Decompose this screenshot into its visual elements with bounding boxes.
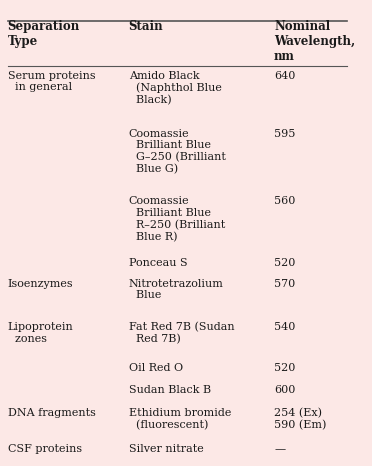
Text: 520: 520 — [274, 258, 295, 268]
Text: DNA fragments: DNA fragments — [8, 408, 96, 418]
Text: Amido Black
  (Naphthol Blue
  Black): Amido Black (Naphthol Blue Black) — [129, 70, 222, 105]
Text: 570: 570 — [274, 279, 295, 289]
Text: Coomassie
  Brilliant Blue
  R–250 (Brilliant
  Blue R): Coomassie Brilliant Blue R–250 (Brillian… — [129, 196, 225, 242]
Text: Nominal
Wavelength,
nm: Nominal Wavelength, nm — [274, 20, 355, 63]
Text: 520: 520 — [274, 363, 295, 373]
Text: Separation
Type: Separation Type — [8, 20, 80, 48]
Text: Ethidium bromide
  (fluorescent): Ethidium bromide (fluorescent) — [129, 408, 231, 430]
Text: Nitrotetrazolium
  Blue: Nitrotetrazolium Blue — [129, 279, 224, 301]
Text: Stain: Stain — [129, 20, 163, 33]
Text: 254 (Ex)
590 (Em): 254 (Ex) 590 (Em) — [274, 408, 326, 430]
Text: —: — — [274, 445, 285, 454]
Text: Serum proteins
  in general: Serum proteins in general — [8, 70, 95, 92]
Text: Isoenzymes: Isoenzymes — [8, 279, 73, 289]
Text: 540: 540 — [274, 322, 295, 332]
Text: Sudan Black B: Sudan Black B — [129, 385, 211, 395]
Text: 600: 600 — [274, 385, 295, 395]
Text: Oil Red O: Oil Red O — [129, 363, 183, 373]
Text: Silver nitrate: Silver nitrate — [129, 445, 203, 454]
Text: CSF proteins: CSF proteins — [8, 445, 82, 454]
Text: Lipoprotein
  zones: Lipoprotein zones — [8, 322, 73, 344]
Text: 595: 595 — [274, 129, 295, 139]
Text: Fat Red 7B (Sudan
  Red 7B): Fat Red 7B (Sudan Red 7B) — [129, 322, 234, 344]
Text: 560: 560 — [274, 196, 295, 206]
Text: 640: 640 — [274, 70, 295, 81]
Text: Ponceau S: Ponceau S — [129, 258, 187, 268]
Text: Coomassie
  Brilliant Blue
  G–250 (Brilliant
  Blue G): Coomassie Brilliant Blue G–250 (Brillian… — [129, 129, 225, 174]
